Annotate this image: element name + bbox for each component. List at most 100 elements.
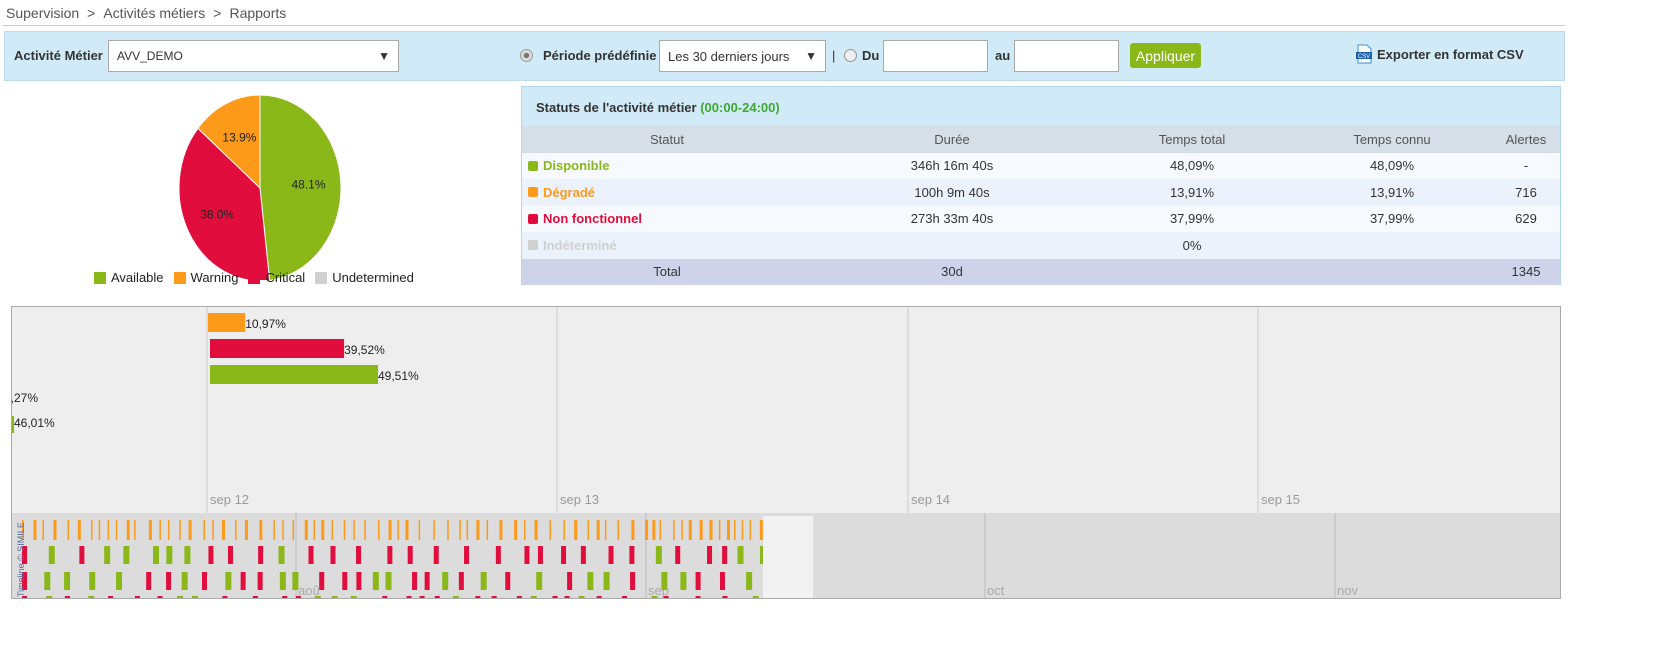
month-label: nov (1337, 583, 1358, 598)
export-csv-link[interactable]: CSV Exporter en format CSV (1355, 44, 1524, 64)
critical-event (629, 546, 635, 564)
critical-event (663, 596, 669, 598)
legend-item-warning: Warning (173, 270, 238, 285)
overview-highlight[interactable] (763, 516, 813, 599)
available-event (452, 596, 459, 598)
critical-event (22, 572, 27, 590)
warning-event (364, 520, 366, 540)
warning-event (353, 520, 355, 540)
available-event (181, 572, 188, 590)
status-color-icon (528, 187, 538, 198)
critical-event (201, 572, 207, 590)
critical-event (412, 572, 418, 590)
duration-cell: 100h 9m 40s (914, 184, 990, 200)
warning-event (447, 520, 449, 540)
duration-bar-label: 46,01% (14, 416, 55, 430)
critical-event (79, 546, 85, 564)
activity-select[interactable]: AVV_DEMO ▼ (108, 40, 399, 72)
custom-period-radio[interactable] (844, 49, 857, 62)
critical-event (580, 546, 586, 564)
critical-event (227, 546, 233, 564)
to-label: au (995, 48, 1011, 63)
legend-swatch (173, 271, 186, 284)
duration-bar[interactable] (208, 313, 246, 332)
warning-event (617, 520, 619, 540)
warning-event (292, 520, 295, 540)
pie-legend: Available Warning Critical Undetermined (94, 270, 414, 285)
warning-event (148, 520, 152, 540)
predefined-period-select[interactable]: Les 30 derniers jours ▼ (659, 40, 826, 72)
breadcrumb-supervision[interactable]: Supervision (6, 5, 80, 21)
known-time-cell: 48,09% (1369, 158, 1415, 174)
from-label: Du (862, 48, 880, 63)
breadcrumb: Supervision > Activités métiers > Rapports (6, 5, 286, 21)
warning-event (343, 520, 346, 540)
apply-button[interactable]: Appliquer (1130, 43, 1201, 68)
activity-value: AVV_DEMO (117, 49, 183, 63)
available-event (578, 596, 585, 598)
warning-event (282, 520, 284, 540)
month-label: aoû (298, 583, 320, 598)
available-event (123, 546, 130, 564)
warning-event (221, 520, 225, 540)
predefined-period-radio[interactable] (520, 49, 533, 62)
available-event (225, 572, 232, 590)
duration-bar[interactable] (12, 416, 14, 433)
critical-event (505, 572, 511, 590)
total-label: Total (653, 264, 681, 280)
duration-cell: 346h 16m 40s (910, 158, 994, 174)
warning-event (259, 520, 263, 540)
warning-event (107, 520, 110, 540)
critical-event (356, 546, 362, 564)
warning-event (33, 520, 37, 540)
critical-event (406, 596, 412, 598)
warning-event (273, 520, 275, 540)
duration-bar[interactable] (210, 365, 378, 384)
critical-event (695, 572, 701, 590)
critical-event (108, 596, 114, 598)
legend-swatch (315, 271, 328, 284)
critical-event (424, 572, 430, 590)
available-event (372, 572, 379, 590)
from-date-input[interactable] (883, 40, 988, 72)
available-event (104, 546, 111, 564)
critical-event (464, 546, 470, 564)
pie-slice-label: 48.1% (291, 178, 325, 192)
to-date-input[interactable] (1014, 40, 1119, 72)
duration-bar[interactable] (210, 339, 345, 358)
divider (3, 25, 1565, 26)
warning-event (688, 520, 692, 540)
status-label: Indéterminé (543, 237, 617, 253)
warning-event (524, 520, 526, 540)
timeline[interactable]: sep 12 sep 13 sep 14 sep 15 aoû sep oct nov Time… (11, 306, 1561, 599)
breadcrumb-activites[interactable]: Activités métiers (103, 5, 206, 21)
title-text: Statuts de l'activité métier (536, 100, 697, 115)
critical-event (475, 596, 481, 598)
pie-slice-critical (178, 127, 271, 280)
critical-event (387, 546, 393, 564)
table-row: Dégradé 100h 9m 40s 13,91% 13,91% 716 (522, 179, 1560, 206)
total-alerts: 1345 (1511, 264, 1541, 280)
svg-text:CSV: CSV (1358, 54, 1370, 60)
warning-event (304, 520, 308, 540)
warning-event (203, 520, 205, 540)
pie-slice-label: 13.9% (222, 130, 256, 144)
warning-event (418, 520, 421, 540)
warning-event (749, 520, 752, 540)
known-time-cell: 37,99% (1369, 211, 1415, 227)
critical-event (419, 596, 425, 598)
status-cell: Disponible (522, 158, 812, 173)
status-cell: Dégradé (522, 185, 812, 200)
available-event (89, 572, 96, 590)
warning-event (476, 520, 480, 540)
warning-event (659, 520, 662, 540)
status-cell: Non fonctionnel (522, 211, 812, 226)
alerts-cell: 629 (1515, 211, 1537, 227)
warning-event (514, 520, 518, 540)
day-label: sep 15 (1261, 492, 1300, 507)
warning-event (159, 520, 161, 540)
critical-event (524, 546, 530, 564)
available-event (603, 572, 610, 590)
status-label: Disponible (543, 158, 610, 174)
